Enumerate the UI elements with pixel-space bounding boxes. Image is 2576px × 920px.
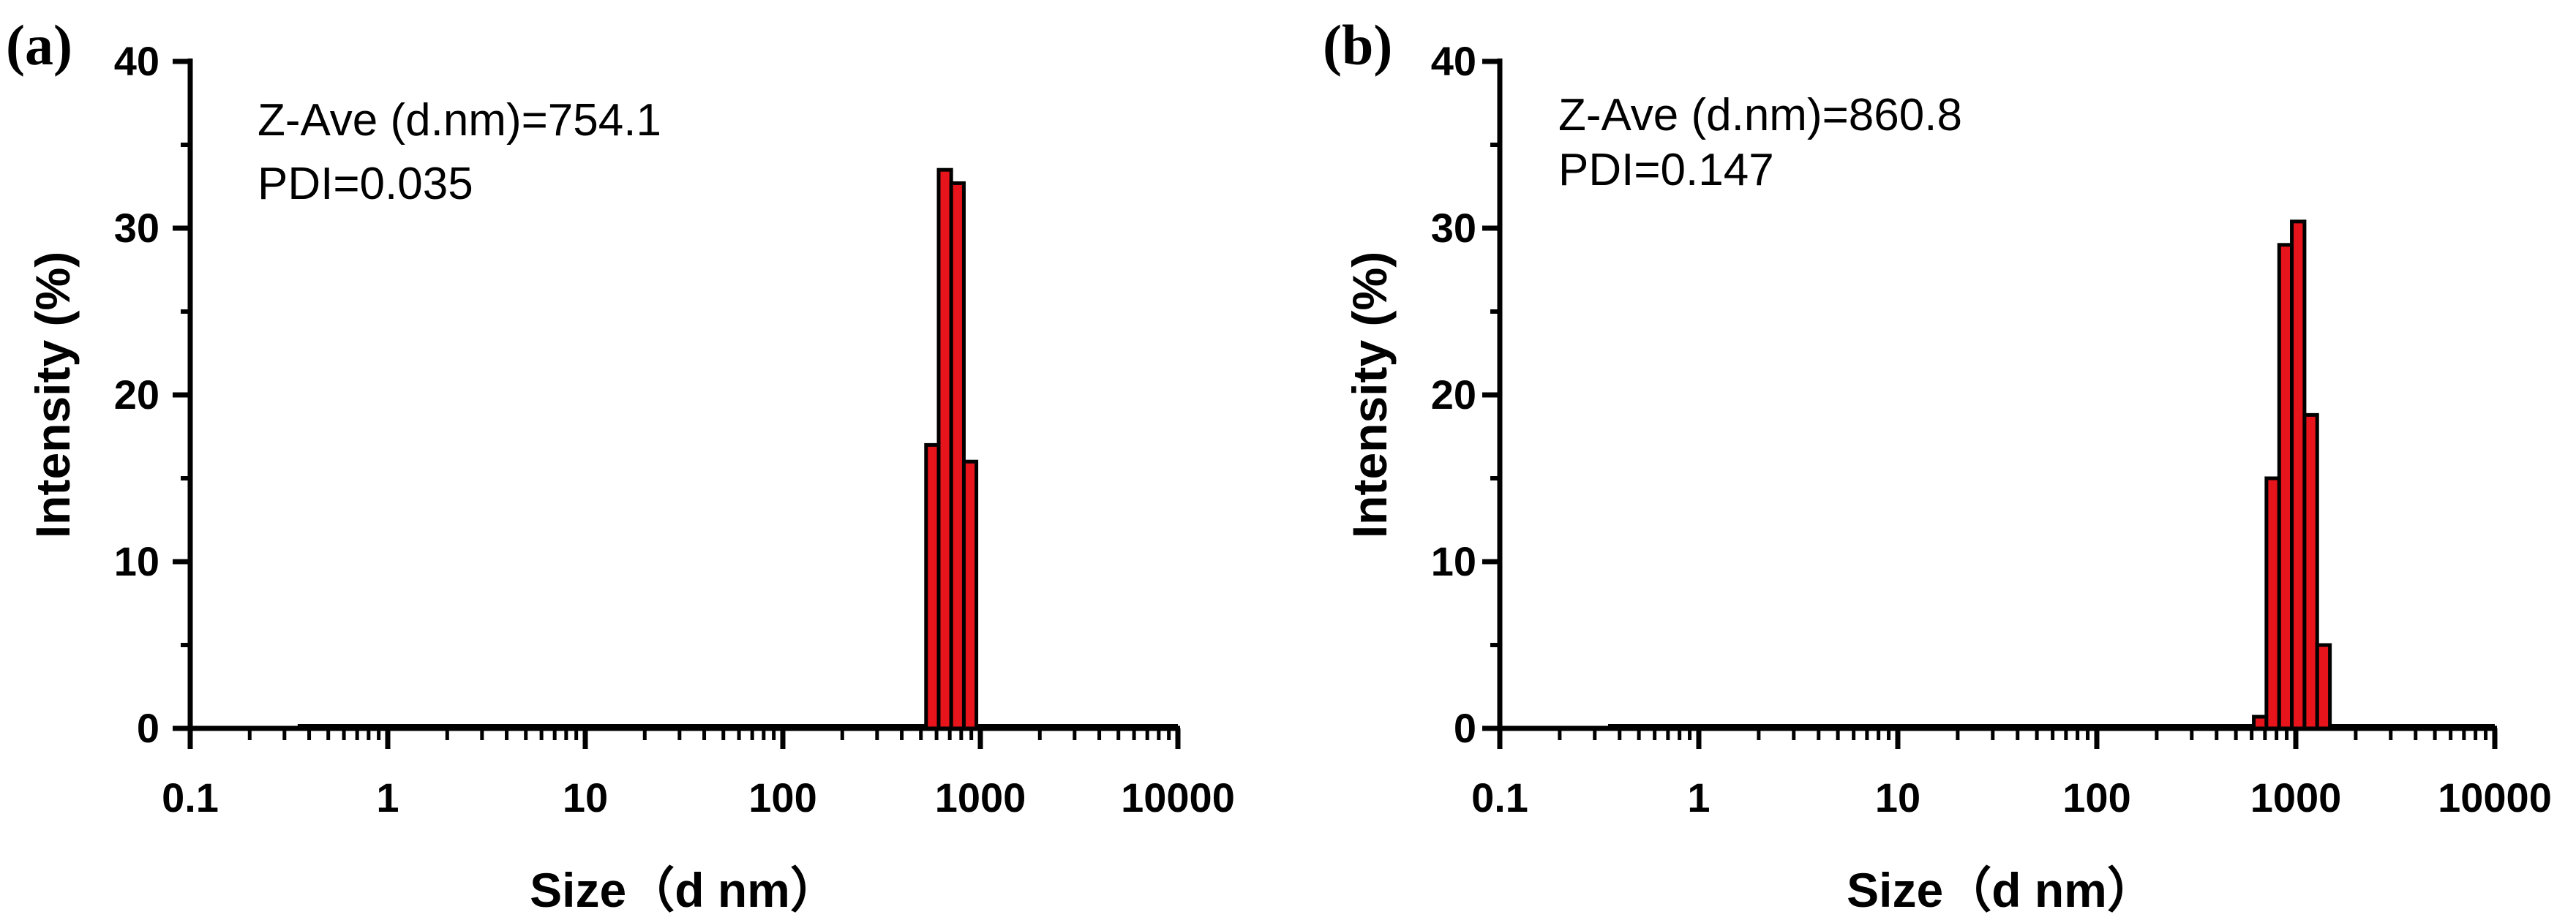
panel-a: (a) Z-Ave (d.nm)=754.1 PDI=0.035 Intensi…: [6, 13, 1235, 917]
y-tick-label: 20: [114, 372, 159, 418]
y-axis-title: Intensity (%): [1343, 252, 1397, 538]
y-tick-label: 40: [114, 38, 159, 84]
y-tick-labels: 0 10 20 30 40: [1431, 38, 1476, 751]
y-tick-label: 0: [137, 705, 159, 751]
pdi-annotation: PDI=0.035: [258, 159, 473, 209]
y-tick-label: 10: [1431, 538, 1476, 584]
x-tick-labels: 0.1 1 10 100 1000 10000: [1471, 774, 2552, 821]
histogram-bar: [949, 181, 966, 731]
x-tick-label: 1000: [935, 774, 1026, 821]
distribution-baseline: [297, 724, 1178, 728]
histogram-bar: [2277, 243, 2294, 731]
histogram-bar: [2315, 643, 2332, 731]
x-tick-labels: 0.1 1 10 100 1000 10000: [162, 774, 1235, 821]
y-tick-labels: 0 10 20 30 40: [114, 38, 159, 751]
x-tick-label: 10: [563, 774, 608, 821]
panel-label: (b): [1323, 13, 1392, 77]
x-tick-label: 1: [1687, 774, 1710, 821]
histogram-bar: [2302, 412, 2319, 731]
x-axis-title: Size（d nm）: [1847, 863, 2155, 917]
bars: [297, 167, 1178, 731]
x-tick-label: 100: [748, 774, 816, 821]
histogram-bar: [924, 442, 941, 731]
x-tick-label: 100: [2062, 774, 2130, 821]
histogram-bar: [2264, 476, 2281, 731]
x-tick-label: 10000: [1121, 774, 1235, 821]
x-tick-label: 1: [376, 774, 399, 821]
x-tick-label: 0.1: [1471, 774, 1528, 821]
histogram-bar: [2290, 219, 2307, 731]
panel-b: (b) Z-Ave (d.nm)=860.8 PDI=0.147 Intensi…: [1323, 13, 2552, 917]
y-tick-label: 0: [1454, 705, 1476, 751]
y-tick-label: 30: [114, 205, 159, 251]
x-tick-label: 1000: [2250, 774, 2342, 821]
y-tick-label: 40: [1431, 38, 1476, 84]
histogram-bar: [961, 459, 979, 731]
bars: [1607, 219, 2495, 731]
x-tick-label: 10000: [2438, 774, 2552, 821]
distribution-baseline: [1607, 724, 2495, 728]
y-axis-title: Intensity (%): [26, 252, 80, 538]
panel-label: (a): [6, 13, 72, 77]
y-tick-label: 30: [1431, 205, 1476, 251]
pdi-annotation: PDI=0.147: [1558, 145, 1774, 195]
x-tick-label: 10: [1875, 774, 1920, 821]
z-ave-annotation: Z-Ave (d.nm)=754.1: [258, 95, 661, 146]
histogram-bar: [2252, 714, 2269, 731]
x-tick-label: 0.1: [162, 774, 219, 821]
histogram-bar: [936, 167, 953, 731]
y-tick-label: 20: [1431, 372, 1476, 418]
x-axis-title: Size（d nm）: [530, 863, 838, 917]
y-tick-label: 10: [114, 538, 159, 584]
z-ave-annotation: Z-Ave (d.nm)=860.8: [1558, 90, 1962, 140]
